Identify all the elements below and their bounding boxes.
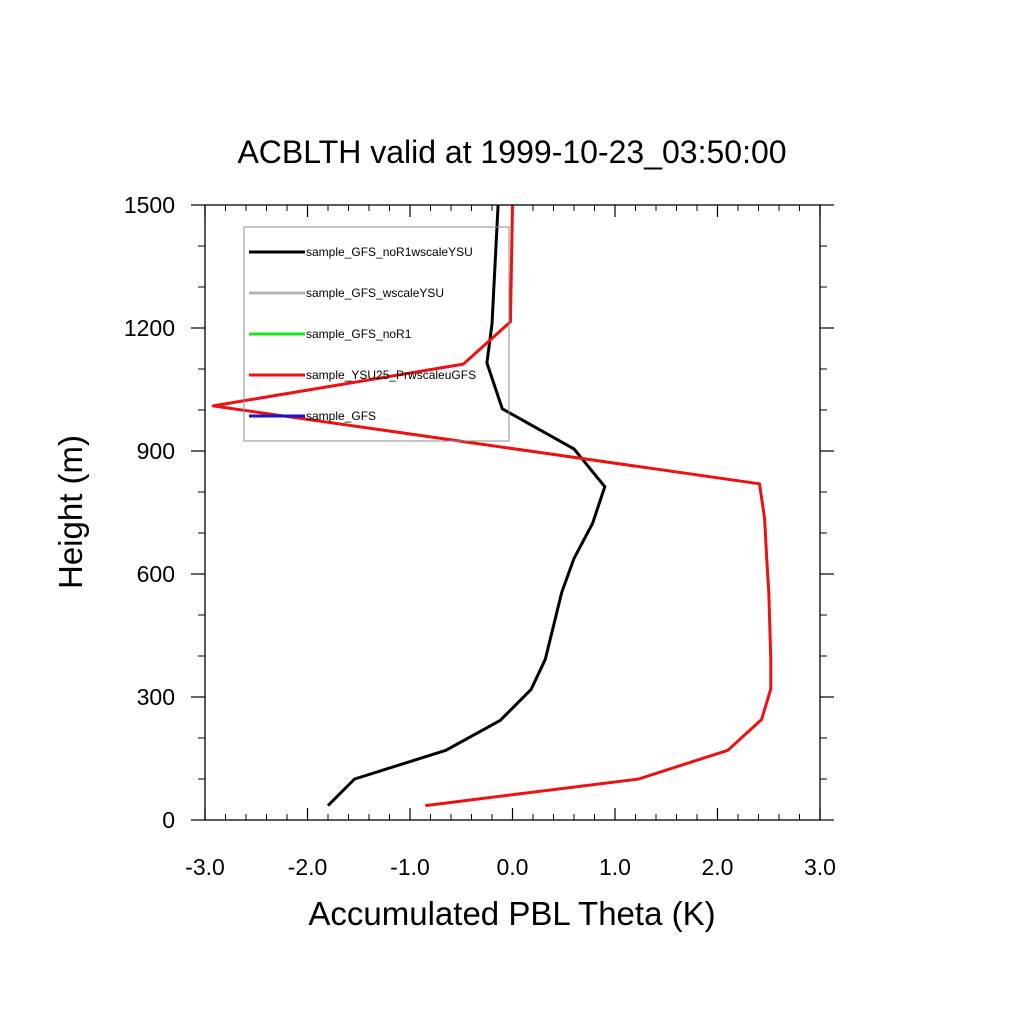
x-axis-title: Accumulated PBL Theta (K) <box>308 895 715 932</box>
legend: sample_GFS_noR1wscaleYSU sample_GFS_wscal… <box>243 226 510 442</box>
y-tick-label: 0 <box>162 807 175 833</box>
y-tick-label: 1200 <box>124 315 175 341</box>
x-tick-label: -1.0 <box>390 854 430 880</box>
x-tick-label: 0.0 <box>497 854 529 880</box>
y-tick-label: 1500 <box>124 192 175 218</box>
y-axis-title: Height (m) <box>52 435 89 589</box>
x-tick-label: -3.0 <box>185 854 225 880</box>
legend-label: sample_YSU25_PrwscaleuGFS <box>306 368 476 382</box>
legend-box <box>243 226 510 442</box>
y-tick-label: 600 <box>137 561 175 587</box>
y-tick-label: 300 <box>137 684 175 710</box>
series-layer <box>211 204 773 808</box>
legend-label: sample_GFS_wscaleYSU <box>306 286 444 300</box>
legend-label: sample_GFS <box>306 409 376 423</box>
x-tick-label: 2.0 <box>702 854 734 880</box>
axis-ticks <box>191 204 834 821</box>
x-tick-label: 3.0 <box>804 854 836 880</box>
x-tick-label: 1.0 <box>599 854 631 880</box>
legend-label: sample_GFS_noR1wscaleYSU <box>306 245 473 259</box>
legend-label: sample_GFS_noR1 <box>306 327 412 341</box>
tick-labels: -3.0 -2.0 -1.0 0.0 1.0 2.0 3.0 0 300 600 900 1200 15… <box>124 192 836 880</box>
chart-title: ACBLTH valid at 1999-10-23_03:50:00 <box>237 134 786 170</box>
series-line-0 <box>326 204 607 807</box>
plot-frame <box>204 204 821 821</box>
series-line-3 <box>211 204 773 808</box>
y-tick-label: 900 <box>137 438 175 464</box>
x-tick-label: -2.0 <box>288 854 328 880</box>
